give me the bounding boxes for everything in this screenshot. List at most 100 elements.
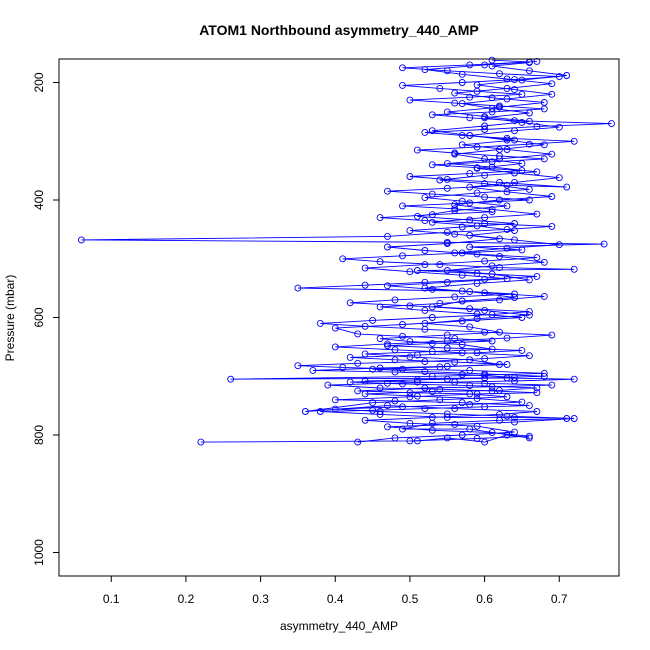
data-point <box>481 155 489 163</box>
data-point <box>533 389 541 397</box>
data-point <box>406 96 414 104</box>
data-point <box>428 426 436 434</box>
data-point <box>421 284 429 292</box>
data-point <box>473 310 481 318</box>
data-point <box>458 297 466 305</box>
data-point <box>533 123 541 131</box>
data-point <box>511 227 518 235</box>
data-point <box>451 249 459 257</box>
data-point <box>458 371 466 378</box>
data-point <box>511 294 518 301</box>
data-point <box>503 188 511 196</box>
data-point <box>488 158 496 166</box>
data-point <box>406 268 414 276</box>
data-point <box>466 243 474 251</box>
data-point <box>533 272 541 280</box>
data-point <box>548 331 556 339</box>
data-point <box>428 314 436 321</box>
data-point <box>443 267 451 274</box>
data-point <box>511 178 518 186</box>
data-point <box>473 81 481 89</box>
data-point <box>473 435 481 442</box>
data-point <box>406 227 414 235</box>
y-tick-label: 1000 <box>32 539 46 566</box>
x-tick-label: 0.4 <box>327 592 344 606</box>
data-point <box>540 155 548 163</box>
plot-frame <box>58 58 620 577</box>
data-point <box>436 261 444 269</box>
data-point <box>503 95 511 103</box>
data-point <box>331 343 339 351</box>
data-point <box>316 319 324 327</box>
data-point <box>511 136 518 144</box>
data-point <box>466 305 474 313</box>
data-point <box>391 368 399 376</box>
data-point <box>473 222 481 230</box>
data-point <box>406 338 414 346</box>
data-point <box>399 81 406 89</box>
data-point <box>451 201 459 209</box>
x-tick-label: 0.6 <box>476 592 493 606</box>
data-point <box>443 410 451 418</box>
data-point <box>488 208 496 216</box>
data-point <box>525 117 533 125</box>
data-point <box>451 99 459 107</box>
data-point <box>443 331 451 339</box>
data-point <box>421 261 429 269</box>
data-point <box>361 264 369 272</box>
data-point <box>473 164 481 172</box>
data-point <box>384 423 391 431</box>
data-point <box>458 271 466 279</box>
data-point <box>428 111 436 119</box>
data-point <box>496 146 503 153</box>
data-point <box>503 136 511 144</box>
data-point <box>496 296 503 304</box>
data-point <box>458 141 466 149</box>
data-point <box>466 93 474 101</box>
data-point <box>540 141 548 149</box>
data-point <box>428 388 436 395</box>
data-point <box>331 405 339 413</box>
data-point <box>384 282 391 290</box>
data-point <box>511 169 518 177</box>
data-point <box>533 210 541 218</box>
data-point <box>503 181 511 189</box>
data-point <box>488 345 496 353</box>
data-point <box>413 267 421 274</box>
data-point <box>548 90 556 98</box>
data-point <box>466 183 474 191</box>
data-point <box>413 392 421 400</box>
data-point <box>458 223 466 231</box>
data-point <box>466 231 474 239</box>
data-point <box>406 353 414 361</box>
data-point <box>458 79 466 86</box>
data-point <box>466 323 474 331</box>
data-point <box>369 406 377 414</box>
data-point <box>384 342 391 350</box>
data-point <box>525 308 533 316</box>
data-point <box>518 398 526 406</box>
data-point <box>458 70 466 78</box>
data-point <box>451 420 459 428</box>
data-point <box>331 396 339 404</box>
data-point <box>503 393 511 401</box>
data-point <box>496 70 503 78</box>
data-point <box>428 303 436 311</box>
data-point <box>540 258 548 266</box>
data-point <box>496 264 503 272</box>
data-point <box>376 335 384 343</box>
data-point <box>570 265 578 273</box>
data-point <box>496 103 503 111</box>
data-point <box>458 317 466 325</box>
data-point <box>428 127 436 135</box>
data-point <box>421 217 429 225</box>
data-point <box>608 120 615 128</box>
data-point <box>428 348 436 356</box>
data-point <box>354 387 362 395</box>
data-point <box>525 109 533 117</box>
data-point <box>525 140 533 148</box>
data-point <box>511 418 518 426</box>
data-point <box>301 408 309 415</box>
data-point <box>481 257 489 265</box>
data-point <box>503 202 511 210</box>
